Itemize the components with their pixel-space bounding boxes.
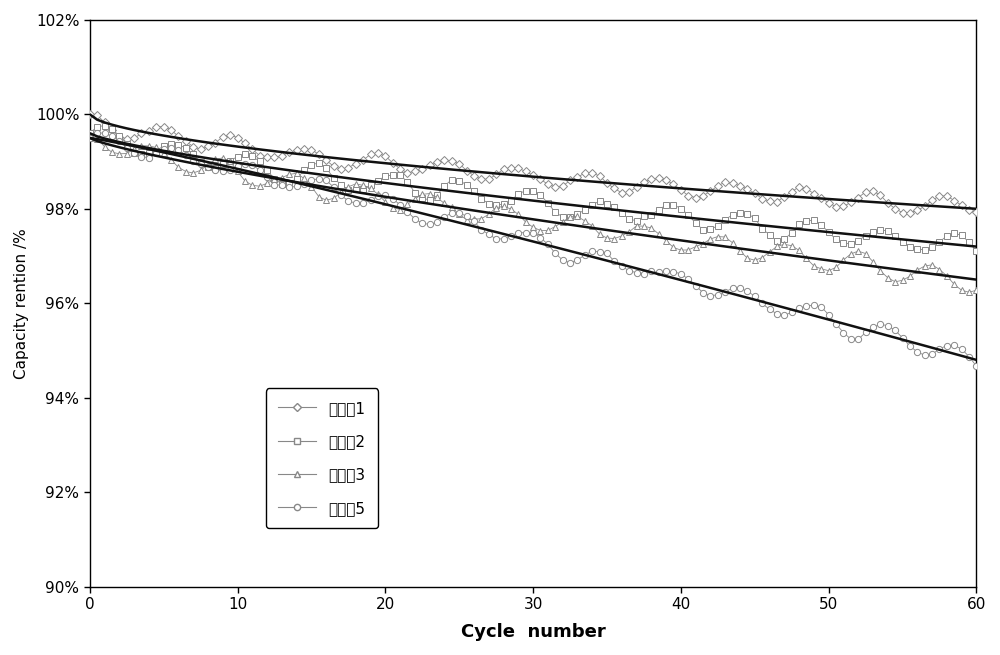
Y-axis label: Capacity rention /%: Capacity rention /% <box>14 228 29 379</box>
Legend: 实施例1, 实施例2, 实施例3, 对比例5: 实施例1, 实施例2, 实施例3, 对比例5 <box>266 388 378 528</box>
X-axis label: Cycle  number: Cycle number <box>461 623 605 641</box>
